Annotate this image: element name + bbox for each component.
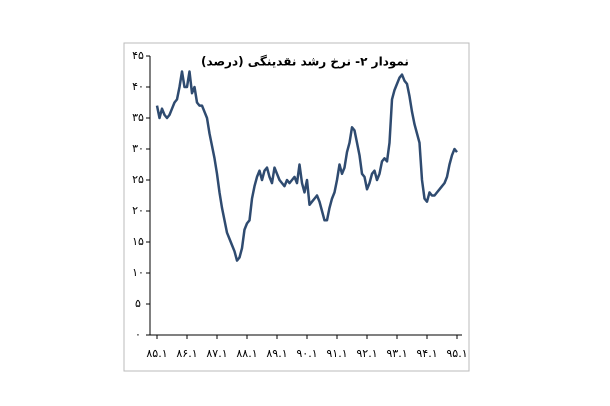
x-tick-label: ۹۳.۱ (386, 347, 407, 360)
y-tick-label: ۱۰ (132, 266, 144, 279)
x-tick-label: ۸۷.۱ (206, 347, 227, 360)
y-tick-label: ۰ (135, 328, 141, 341)
chart-frame (123, 42, 470, 372)
y-tick-label: ۳۵ (132, 111, 144, 124)
x-tick-label: ۸۵.۱ (146, 347, 167, 360)
y-tick-label: ۴۰ (132, 80, 144, 93)
y-tick-label: ۵ (135, 297, 141, 310)
x-tick-label: ۸۹.۱ (266, 347, 287, 360)
y-tick-label: ۳۰ (132, 142, 144, 155)
x-tick-label: ۸۸.۱ (236, 347, 257, 360)
x-tick-label: ۹۵.۱ (446, 347, 467, 360)
y-tick-label: ۲۵ (132, 173, 144, 186)
y-tick-label: ۱۵ (132, 235, 144, 248)
chart-title: نمودار ۲- نرخ رشد نقدینگی (درصد) (201, 55, 409, 70)
data-line (155, 70, 458, 262)
y-tick-label: ۲۰ (132, 204, 144, 217)
x-tick-label: ۹۴.۱ (416, 347, 437, 360)
x-tick-label: ۹۱.۱ (326, 347, 347, 360)
y-tick-label: ۴۵ (132, 49, 144, 62)
x-tick-label: ۸۶.۱ (176, 347, 197, 360)
x-tick-label: ۹۲.۱ (356, 347, 377, 360)
x-tick-label: ۹۰.۱ (296, 347, 317, 360)
